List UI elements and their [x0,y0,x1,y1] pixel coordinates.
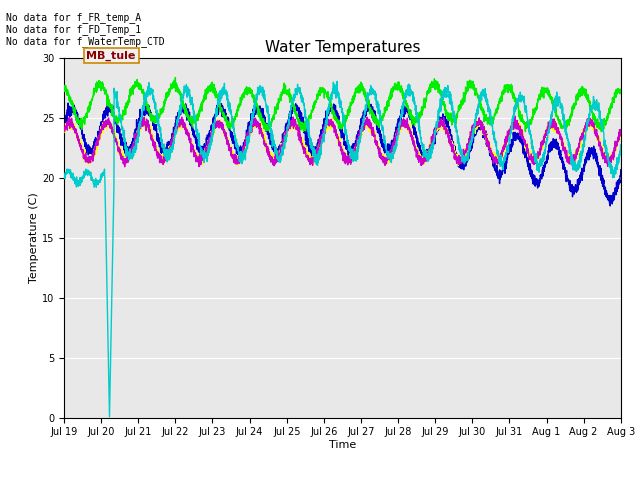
Text: No data for f_FR_temp_A: No data for f_FR_temp_A [6,12,141,23]
Text: No data for f_WaterTemp_CTD: No data for f_WaterTemp_CTD [6,36,165,47]
X-axis label: Time: Time [329,440,356,450]
Y-axis label: Temperature (C): Temperature (C) [29,192,39,283]
Title: Water Temperatures: Water Temperatures [265,40,420,55]
Text: MB_tule: MB_tule [86,50,136,60]
Legend: FR_temp_B, FR_temp_C, WaterT, CondTemp, MDTemp_A: FR_temp_B, FR_temp_C, WaterT, CondTemp, … [96,477,589,480]
Text: No data for f_FD_Temp_1: No data for f_FD_Temp_1 [6,24,141,35]
